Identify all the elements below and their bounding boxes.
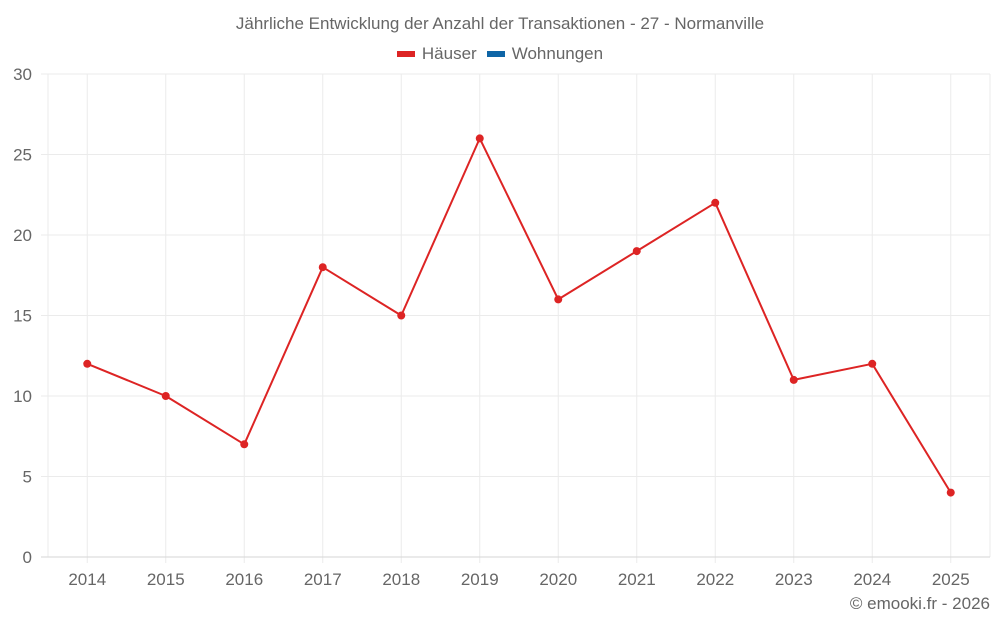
y-tick-label: 15	[13, 307, 32, 326]
credit-text: © emooki.fr - 2026	[849, 594, 990, 613]
y-tick-label: 5	[23, 468, 32, 487]
data-point[interactable]	[83, 359, 92, 368]
x-tick-label: 2015	[147, 570, 185, 589]
data-point[interactable]	[946, 488, 955, 497]
legend-swatch-wohnungen	[486, 51, 505, 57]
x-tick-label: 2022	[696, 570, 734, 589]
x-tick-label: 2024	[853, 570, 891, 589]
y-tick-label: 10	[13, 387, 32, 406]
chart-legend: Häuser Wohnungen	[0, 44, 1000, 64]
legend-label-haeuser: Häuser	[421, 44, 477, 63]
y-tick-label: 30	[13, 65, 32, 84]
data-point[interactable]	[554, 295, 563, 304]
data-point[interactable]	[318, 263, 327, 272]
legend-label-wohnungen: Wohnungen	[511, 44, 604, 63]
legend-item-haeuser[interactable]: Häuser	[396, 44, 477, 64]
data-point[interactable]	[868, 359, 877, 368]
data-point[interactable]	[632, 247, 641, 256]
x-tick-label: 2025	[932, 570, 970, 589]
y-tick-label: 25	[13, 146, 32, 165]
y-tick-label: 0	[23, 548, 32, 567]
x-tick-label: 2017	[304, 570, 342, 589]
x-tick-label: 2018	[382, 570, 420, 589]
data-point[interactable]	[475, 134, 484, 143]
data-point[interactable]	[397, 311, 406, 320]
legend-swatch-haeuser	[396, 51, 415, 57]
data-point[interactable]	[240, 440, 249, 449]
y-tick-label: 20	[13, 226, 32, 245]
chart-title: Jährliche Entwicklung der Anzahl der Tra…	[235, 14, 765, 33]
x-tick-label: 2019	[461, 570, 499, 589]
x-tick-label: 2021	[618, 570, 656, 589]
grid-lines	[41, 73, 991, 563]
series-line	[86, 137, 952, 494]
x-tick-label: 2020	[539, 570, 577, 589]
series-haeuser	[83, 134, 955, 497]
x-tick-label: 2014	[68, 570, 106, 589]
legend-item-wohnungen[interactable]: Wohnungen	[486, 44, 604, 64]
data-point[interactable]	[711, 198, 720, 207]
data-point[interactable]	[161, 392, 170, 400]
x-tick-label: 2023	[775, 570, 813, 589]
x-tick-label: 2016	[225, 570, 263, 589]
data-point[interactable]	[789, 375, 798, 384]
